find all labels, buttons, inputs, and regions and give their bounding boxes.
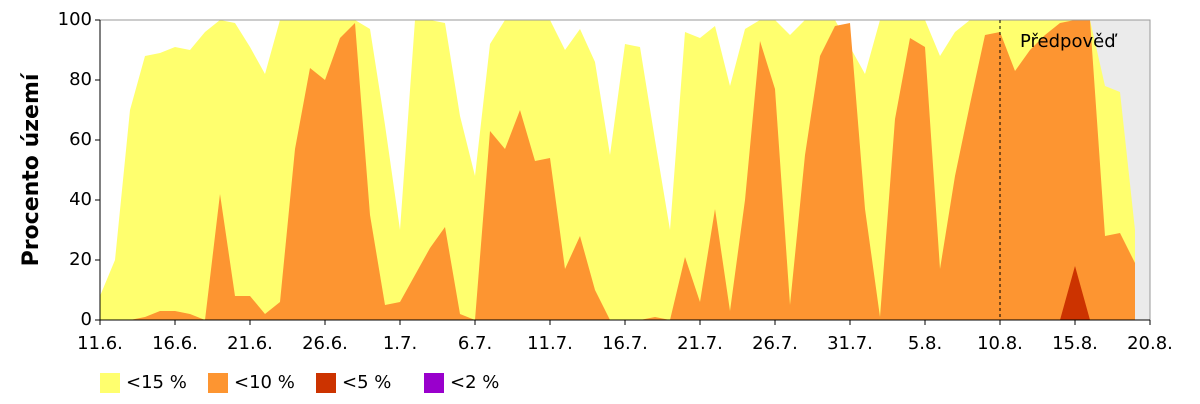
legend-swatch <box>424 373 444 393</box>
legend-label: <15 % <box>126 372 187 393</box>
legend-swatch <box>100 373 120 393</box>
x-tick-label: 26.6. <box>302 333 348 354</box>
legend-label: <5 % <box>342 372 391 393</box>
x-tick-label: 10.8. <box>977 333 1023 354</box>
x-tick-label: 11.6. <box>77 333 123 354</box>
x-tick-label: 21.7. <box>677 333 723 354</box>
y-tick-label: 80 <box>69 69 92 90</box>
y-tick-label: 100 <box>58 9 92 30</box>
x-tick-label: 16.7. <box>602 333 648 354</box>
y-tick-label: 60 <box>69 129 92 150</box>
x-tick-label: 21.6. <box>227 333 273 354</box>
x-tick-label: 1.7. <box>383 333 417 354</box>
x-tick-label: 20.8. <box>1127 333 1173 354</box>
x-tick-label: 15.8. <box>1052 333 1098 354</box>
legend-swatch <box>208 373 228 393</box>
x-tick-label: 16.6. <box>152 333 198 354</box>
annotation: Předpověď <box>1020 31 1118 52</box>
area <box>100 20 1135 320</box>
x-tick-label: 11.7. <box>527 333 573 354</box>
y-tick-label: 0 <box>81 309 92 330</box>
legend-label: <2 % <box>450 372 499 393</box>
y-tick-label: 40 <box>69 189 92 210</box>
x-tick-label: 6.7. <box>458 333 492 354</box>
y-tick-label: 20 <box>69 249 92 270</box>
legend-label: <10 % <box>234 372 295 393</box>
legend-swatch <box>316 373 336 393</box>
x-tick-label: 5.8. <box>908 333 942 354</box>
x-tick-label: 31.7. <box>827 333 873 354</box>
x-tick-label: 26.7. <box>752 333 798 354</box>
y-axis-title: Procento území <box>19 72 44 266</box>
